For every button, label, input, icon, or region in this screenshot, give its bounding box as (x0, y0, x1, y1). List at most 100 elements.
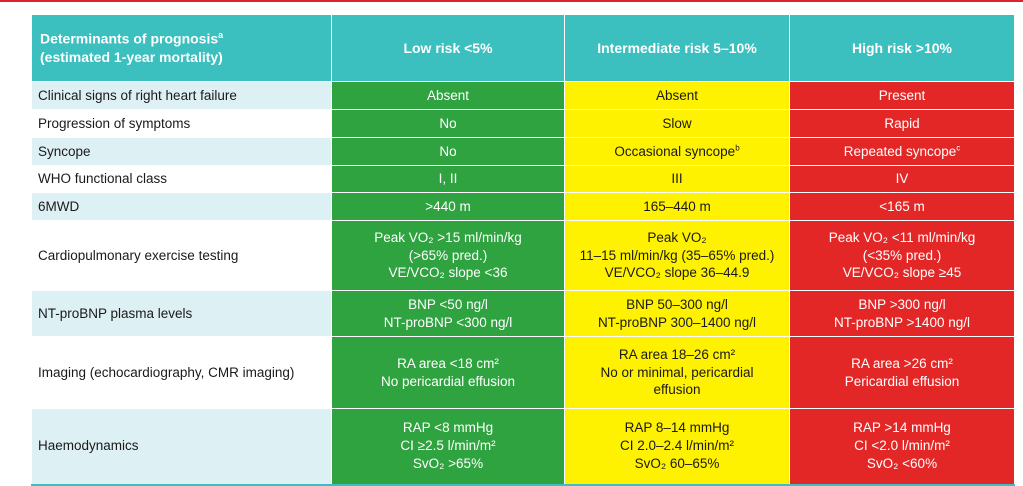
intermediate-risk-cell: Slow (564, 109, 790, 138)
header-high-risk: High risk >10% (789, 14, 1015, 82)
high-risk-value: Pericardial effusion (844, 373, 960, 389)
low-risk-cell: I, II (331, 165, 565, 193)
low-risk-cell: >440 m (331, 192, 565, 221)
table-row: Progression of symptoms No Slow Rapid (31, 109, 1015, 138)
high-risk-text: Present (796, 87, 1008, 105)
low-risk-value: VE/VCO₂ slope <36 (388, 265, 508, 281)
high-risk-text: BNP >300 ng/l (796, 296, 1008, 314)
intermediate-risk-value: No or minimal, pericardial (600, 364, 754, 380)
prognosis-risk-table: Determinants of prognosisa (estimated 1-… (31, 14, 1015, 486)
row-label: Syncope (31, 137, 332, 166)
high-risk-text: (<35% pred.) (796, 247, 1008, 265)
low-risk-value: RA area <18 cm² (397, 355, 499, 371)
low-risk-value: I, II (438, 171, 458, 187)
high-risk-text: VE/VCO₂ slope ≥45 (796, 264, 1008, 282)
row-label: NT-proBNP plasma levels (31, 290, 332, 337)
header-determinants: Determinants of prognosisa (estimated 1-… (31, 14, 332, 82)
intermediate-risk-cell: III (564, 165, 790, 193)
low-risk-value: BNP <50 ng/l (408, 296, 488, 312)
low-risk-value: No (439, 143, 457, 159)
high-risk-value: BNP >300 ng/l (858, 296, 946, 312)
high-risk-cell: Peak VO₂ <11 ml/min/kg (<35% pred.) VE/VCO… (789, 220, 1015, 291)
intermediate-risk-cell: Peak VO₂ 11–15 ml/min/kg (35–65% pred.) VE… (564, 220, 790, 291)
low-risk-text: Absent (338, 87, 558, 105)
intermediate-risk-value: Absent (655, 87, 699, 103)
row-label: Haemodynamics (31, 408, 332, 486)
table-row: NT-proBNP plasma levels BNP <50 ng/l NT-pr… (31, 290, 1015, 337)
intermediate-risk-value: CI 2.0–2.4 l/min/m² (619, 438, 735, 454)
low-risk-value: No (439, 115, 457, 131)
intermediate-risk-text: Absent (571, 87, 783, 105)
low-risk-text: RAP <8 mmHg (338, 419, 558, 437)
intermediate-risk-text: VE/VCO₂ slope 36–44.9 (571, 264, 783, 282)
low-risk-text: NT-proBNP <300 ng/l (338, 314, 558, 332)
intermediate-risk-value: III (671, 171, 683, 187)
intermediate-risk-cell: RAP 8–14 mmHg CI 2.0–2.4 l/min/m² SvO₂ 60–… (564, 408, 790, 486)
header-determinants-line1: Determinants of prognosis (40, 30, 219, 47)
high-risk-value: VE/VCO₂ slope ≥45 (842, 265, 962, 281)
high-risk-text: Repeated syncopec (796, 143, 1008, 161)
footnote-marker: c (956, 143, 961, 153)
intermediate-risk-cell: Occasional syncopeb (564, 137, 790, 166)
table-header-row: Determinants of prognosisa (estimated 1-… (31, 14, 1015, 82)
high-risk-value: SvO₂ <60% (866, 456, 938, 472)
high-risk-value: IV (895, 171, 909, 187)
table-body: Clinical signs of right heart failure Abs… (31, 81, 1015, 486)
row-label: Cardiopulmonary exercise testing (31, 220, 332, 291)
high-risk-text: IV (796, 170, 1008, 188)
high-risk-value: Rapid (884, 115, 920, 131)
intermediate-risk-value: BNP 50–300 ng/l (626, 296, 728, 312)
high-risk-value: (<35% pred.) (862, 247, 942, 263)
high-risk-value: Repeated syncope (843, 143, 957, 159)
low-risk-text: No (338, 115, 558, 133)
low-risk-text: SvO₂ >65% (338, 455, 558, 473)
intermediate-risk-text: 11–15 ml/min/kg (35–65% pred.) (571, 247, 783, 265)
low-risk-value: NT-proBNP <300 ng/l (383, 314, 513, 330)
low-risk-text: (>65% pred.) (338, 247, 558, 265)
row-label: Imaging (echocardiography, CMR imaging) (31, 336, 332, 409)
high-risk-text: SvO₂ <60% (796, 455, 1008, 473)
low-risk-value: No pericardial effusion (380, 373, 516, 389)
intermediate-risk-value: NT-proBNP 300–1400 ng/l (597, 314, 757, 330)
low-risk-cell: BNP <50 ng/l NT-proBNP <300 ng/l (331, 290, 565, 337)
low-risk-value: >440 m (425, 198, 471, 214)
high-risk-cell: Present (789, 81, 1015, 110)
intermediate-risk-text: effusion (571, 381, 783, 399)
high-risk-value: NT-proBNP >1400 ng/l (834, 314, 970, 330)
intermediate-risk-text: BNP 50–300 ng/l (571, 296, 783, 314)
low-risk-value: Peak VO₂ >15 ml/min/kg (374, 229, 522, 245)
high-risk-text: <165 m (796, 198, 1008, 216)
intermediate-risk-value: effusion (653, 382, 701, 398)
low-risk-text: VE/VCO₂ slope <36 (338, 264, 558, 282)
table-row: 6MWD >440 m 165–440 m <165 m (31, 192, 1015, 221)
high-risk-value: RA area >26 cm² (851, 355, 953, 371)
intermediate-risk-text: 165–440 m (571, 198, 783, 216)
high-risk-cell: IV (789, 165, 1015, 193)
intermediate-risk-value: RA area 18–26 cm² (618, 346, 736, 362)
low-risk-text: >440 m (338, 198, 558, 216)
high-risk-text: RAP >14 mmHg (796, 419, 1008, 437)
low-risk-text: No (338, 143, 558, 161)
intermediate-risk-text: No or minimal, pericardial (571, 364, 783, 382)
intermediate-risk-text: SvO₂ 60–65% (571, 455, 783, 473)
high-risk-cell: BNP >300 ng/l NT-proBNP >1400 ng/l (789, 290, 1015, 337)
high-risk-text: RA area >26 cm² (796, 355, 1008, 373)
low-risk-cell: No (331, 109, 565, 138)
intermediate-risk-value: 11–15 ml/min/kg (35–65% pred.) (579, 247, 775, 263)
intermediate-risk-text: RA area 18–26 cm² (571, 346, 783, 364)
intermediate-risk-text: RAP 8–14 mmHg (571, 419, 783, 437)
intermediate-risk-text: III (571, 170, 783, 188)
low-risk-cell: Absent (331, 81, 565, 110)
intermediate-risk-value: Occasional syncope (614, 143, 736, 159)
table-row: Haemodynamics RAP <8 mmHg CI ≥2.5 l/min/m²… (31, 408, 1015, 486)
high-risk-value: CI <2.0 l/min/m² (854, 438, 950, 454)
intermediate-risk-cell: Absent (564, 81, 790, 110)
high-risk-text: Rapid (796, 115, 1008, 133)
intermediate-risk-text: Peak VO₂ (571, 229, 783, 247)
high-risk-cell: Repeated syncopec (789, 137, 1015, 166)
high-risk-value: <165 m (879, 198, 925, 214)
intermediate-risk-value: SvO₂ 60–65% (634, 456, 720, 472)
high-risk-value: RAP >14 mmHg (853, 420, 951, 436)
low-risk-text: BNP <50 ng/l (338, 296, 558, 314)
high-risk-value: Peak VO₂ <11 ml/min/kg (828, 229, 976, 245)
